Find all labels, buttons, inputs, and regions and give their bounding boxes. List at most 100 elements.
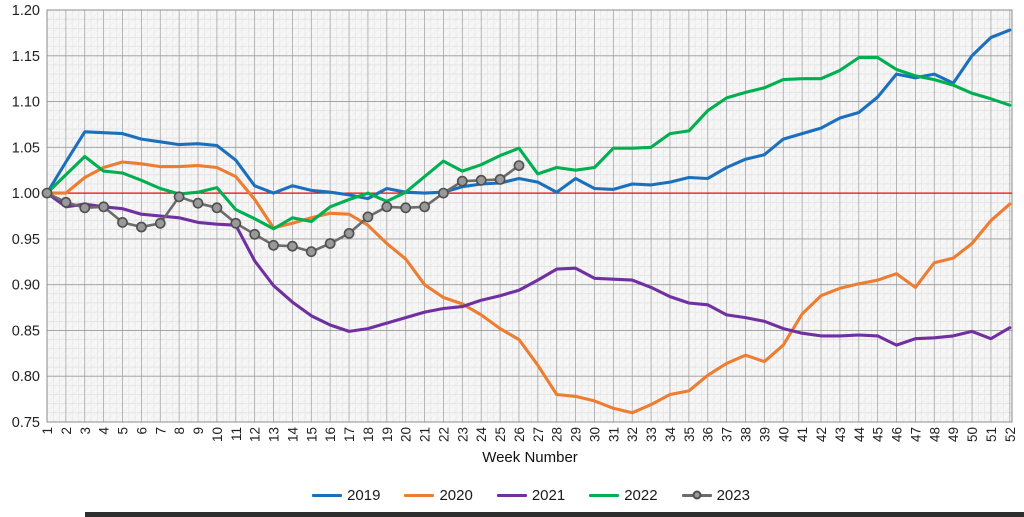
- x-tick-label: 34: [663, 427, 678, 443]
- x-tick-label: 29: [569, 427, 584, 442]
- x-tick-label: 19: [380, 427, 395, 442]
- y-tick-label: 0.95: [12, 232, 40, 248]
- legend-label-2023: 2023: [716, 486, 750, 504]
- x-tick-label: 49: [946, 427, 961, 442]
- series-marker-2023: [135, 221, 147, 233]
- series-marker-2023: [60, 196, 72, 208]
- series-marker-2023: [41, 187, 53, 199]
- x-tick-label: 20: [399, 427, 414, 442]
- x-tick-label: 4: [97, 427, 112, 435]
- x-tick-label: 14: [285, 427, 300, 443]
- x-tick-label: 26: [512, 427, 527, 442]
- x-tick-label: 16: [323, 427, 338, 442]
- y-tick-label: 1.15: [12, 49, 40, 65]
- series-line-2022: [45, 56, 1012, 231]
- series-marker-2023: [98, 201, 109, 213]
- y-tick-label: 1.00: [12, 186, 40, 202]
- x-tick-label: 33: [644, 427, 659, 442]
- x-tick-label: 2: [59, 427, 74, 435]
- legend-item-2023: 2023: [681, 486, 750, 504]
- x-tick-label: 36: [701, 427, 716, 442]
- x-tick-label: 30: [587, 427, 602, 442]
- series-marker-2023: [79, 202, 91, 214]
- series-marker-2023: [117, 216, 128, 228]
- legend-marker-dot-2023: [692, 490, 702, 500]
- x-tick-label: 48: [927, 427, 942, 442]
- legend-item-2021: 2021: [496, 488, 565, 503]
- x-tick-label: 7: [153, 427, 168, 435]
- x-tick-label: 12: [248, 427, 263, 442]
- x-tick-label: 17: [342, 427, 357, 442]
- series-marker-2023: [513, 160, 525, 171]
- series-marker-2023: [381, 201, 393, 213]
- series-marker-2023: [494, 173, 506, 185]
- legend-line-swatch-2022: [589, 493, 620, 497]
- legend-label-2022: 2022: [624, 486, 658, 504]
- series-marker-2023: [173, 191, 185, 203]
- x-tick-label: 11: [229, 427, 244, 441]
- series-marker-2023: [400, 202, 412, 214]
- x-tick-label: 38: [739, 427, 754, 442]
- series-marker-2023: [362, 211, 374, 223]
- x-tick-label: 43: [833, 427, 848, 442]
- x-tick-label: 47: [908, 427, 923, 442]
- x-tick-label: 24: [474, 427, 489, 443]
- x-tick-label: 32: [625, 427, 640, 442]
- y-tick-label: 1.10: [12, 95, 40, 111]
- series-line-2020: [45, 160, 1012, 415]
- x-tick-label: 15: [304, 427, 319, 442]
- series-marker-2023: [305, 246, 317, 258]
- series-marker-2023: [324, 238, 336, 249]
- legend-label-2020: 2020: [439, 486, 473, 504]
- x-tick-label: 10: [210, 427, 225, 442]
- x-tick-label: 45: [871, 427, 886, 442]
- bottom-edge-strip: [85, 512, 1024, 517]
- series-marker-2023: [230, 217, 242, 229]
- legend: 2019 2020 2021 2022 2023: [0, 482, 1024, 508]
- x-tick-label: 44: [852, 427, 867, 443]
- x-tick-label: 35: [682, 427, 697, 442]
- series-line-2019: [45, 28, 1012, 201]
- x-tick-label: 28: [550, 427, 565, 442]
- x-tick-label: 3: [78, 427, 93, 435]
- x-tick-label: 23: [455, 427, 470, 442]
- series-marker-2023: [268, 239, 279, 251]
- x-tick-label: 42: [814, 427, 829, 442]
- x-tick-label: 51: [984, 427, 999, 442]
- y-tick-label: 1.20: [12, 3, 40, 19]
- y-tick-label: 1.05: [12, 140, 40, 156]
- x-tick-label: 50: [965, 427, 980, 442]
- y-tick-label: 0.85: [12, 323, 40, 339]
- x-tick-label: 25: [493, 427, 508, 442]
- x-tick-label: 40: [776, 427, 791, 442]
- legend-line-swatch-2023: [681, 490, 712, 500]
- series-marker-2023: [475, 174, 487, 186]
- series-marker-2023: [419, 201, 430, 213]
- x-tick-label: 5: [116, 427, 131, 435]
- x-tick-label: 41: [795, 427, 810, 442]
- x-tick-label: 27: [531, 427, 546, 442]
- series-marker-2023: [154, 217, 166, 229]
- series-marker-2023: [249, 228, 261, 240]
- x-tick-label: 13: [267, 427, 282, 442]
- series-marker-2023: [343, 227, 355, 239]
- legend-item-2020: 2020: [404, 486, 473, 504]
- x-tick-label: 39: [757, 427, 772, 442]
- y-tick-label: 0.90: [12, 278, 40, 294]
- x-tick-label: 37: [720, 427, 735, 442]
- x-tick-label: 8: [172, 427, 187, 435]
- x-tick-label: 6: [134, 427, 149, 435]
- legend-item-2022: 2022: [589, 486, 658, 504]
- x-tick-label: 18: [361, 427, 376, 442]
- series-marker-2023: [211, 202, 223, 214]
- series-marker-2023: [456, 175, 468, 187]
- y-tick-label: 0.80: [12, 369, 40, 385]
- x-tick-label: 52: [1003, 427, 1018, 442]
- x-tick-label: 1: [40, 427, 55, 435]
- series-line-2021: [45, 191, 1012, 347]
- legend-line-swatch-2020: [404, 493, 435, 497]
- legend-label-2019: 2019: [347, 486, 381, 504]
- x-tick-label: 31: [606, 427, 621, 442]
